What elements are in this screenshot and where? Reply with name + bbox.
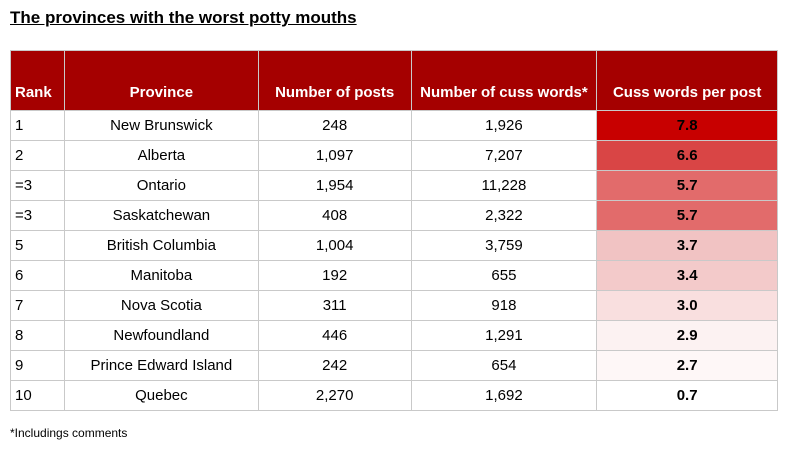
table-cell: 3.0 <box>596 290 778 321</box>
table-cell: 11,228 <box>410 170 598 201</box>
table-cell: 1,004 <box>257 230 412 261</box>
table-cell: 918 <box>410 290 598 321</box>
table-cell: 654 <box>410 350 598 381</box>
table-cell: 3,759 <box>410 230 598 261</box>
table-cell: 8 <box>10 320 65 351</box>
table-cell: 1,926 <box>410 110 598 141</box>
table-cell: =3 <box>10 170 65 201</box>
table-row: 6 Manitoba 192 655 3.4 <box>10 260 778 291</box>
table-cell: Manitoba <box>63 260 259 291</box>
table-cell: 5.7 <box>596 170 778 201</box>
table-cell: 3.7 <box>596 230 778 261</box>
table-cell: 6.6 <box>596 140 778 171</box>
table-cell: Nova Scotia <box>63 290 259 321</box>
table-cell: 1,097 <box>257 140 412 171</box>
table-cell: 5 <box>10 230 65 261</box>
table-row: 7 Nova Scotia 311 918 3.0 <box>10 290 778 321</box>
header-cell: Cuss words per post <box>596 50 778 111</box>
table-row: =3 Ontario 1,954 11,228 5.7 <box>10 170 778 201</box>
table-cell: Saskatchewan <box>63 200 259 231</box>
table-cell: British Columbia <box>63 230 259 261</box>
table-cell: 311 <box>257 290 412 321</box>
table-cell: 7.8 <box>596 110 778 141</box>
table-cell: 10 <box>10 380 65 411</box>
table-cell: 408 <box>257 200 412 231</box>
table-cell: =3 <box>10 200 65 231</box>
table-cell: 9 <box>10 350 65 381</box>
table: Rank Province Number of posts Number of cus… <box>10 50 778 411</box>
header-cell: Rank <box>10 50 65 111</box>
table-cell: Prince Edward Island <box>63 350 259 381</box>
table-cell: 0.7 <box>596 380 778 411</box>
table-row: =3 Saskatchewan 408 2,322 5.7 <box>10 200 778 231</box>
table-cell: 2.9 <box>596 320 778 351</box>
table-cell: 1 <box>10 110 65 141</box>
table-cell: 2,322 <box>410 200 598 231</box>
table-cell: Ontario <box>63 170 259 201</box>
table-cell: New Brunswick <box>63 110 259 141</box>
table-cell: 242 <box>257 350 412 381</box>
footnote: *Includings comments <box>10 426 128 440</box>
table-cell: 2.7 <box>596 350 778 381</box>
header-cell: Number of posts <box>257 50 412 111</box>
table-cell: 446 <box>257 320 412 351</box>
table-cell: Alberta <box>63 140 259 171</box>
table-cell: Newfoundland <box>63 320 259 351</box>
table-cell: 1,291 <box>410 320 598 351</box>
table-cell: 655 <box>410 260 598 291</box>
header-cell: Number of cuss words* <box>410 50 598 111</box>
table-cell: 7,207 <box>410 140 598 171</box>
table-row: 10 Quebec 2,270 1,692 0.7 <box>10 380 778 411</box>
title: The provinces with the worst potty mouth… <box>10 8 357 27</box>
table-cell: 6 <box>10 260 65 291</box>
table-cell: 5.7 <box>596 200 778 231</box>
table-row: 2 Alberta 1,097 7,207 6.6 <box>10 140 778 171</box>
header-row: Rank Province Number of posts Number of cus… <box>10 50 778 111</box>
table-cell: 248 <box>257 110 412 141</box>
table-row: 1 New Brunswick 248 1,926 7.8 <box>10 110 778 141</box>
table-cell: 2,270 <box>257 380 412 411</box>
table-row: 9 Prince Edward Island 242 654 2.7 <box>10 350 778 381</box>
table-cell: 2 <box>10 140 65 171</box>
table-cell: 1,954 <box>257 170 412 201</box>
table-body: 1 New Brunswick 248 1,926 7.8 2 Alberta 1,097 7,… <box>10 110 778 411</box>
table-cell: Quebec <box>63 380 259 411</box>
table-row: 8 Newfoundland 446 1,291 2.9 <box>10 320 778 351</box>
table-cell: 7 <box>10 290 65 321</box>
header-cell: Province <box>63 50 259 111</box>
table-row: 5 British Columbia 1,004 3,759 3.7 <box>10 230 778 261</box>
table-cell: 192 <box>257 260 412 291</box>
table-cell: 1,692 <box>410 380 598 411</box>
table-cell: 3.4 <box>596 260 778 291</box>
